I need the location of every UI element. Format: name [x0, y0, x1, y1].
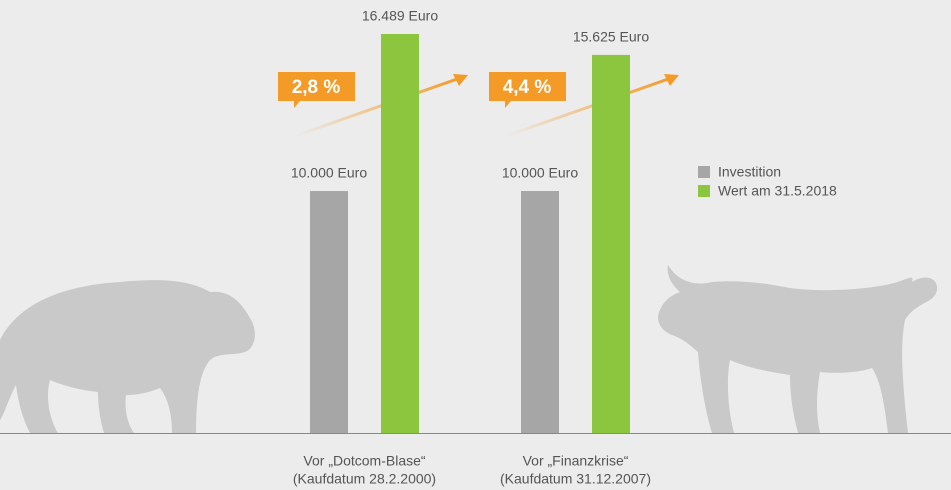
value-label: 10.000 Euro — [502, 165, 578, 181]
x-tick-sublabel: (Kaufdatum 31.12.2007) — [500, 471, 651, 487]
page: {"chart_data": {"type": "bar", "categori… — [0, 0, 951, 490]
x-tick-label: Vor „Finanzkrise“ — [523, 453, 629, 469]
bar — [310, 191, 348, 433]
value-label: 16.489 Euro — [362, 8, 438, 24]
x-tick-label: Vor „Dotcom-Blase“ — [303, 453, 425, 469]
x-tick-sublabel: (Kaufdatum 28.2.2000) — [293, 471, 436, 487]
bar — [592, 55, 630, 433]
bar — [381, 34, 419, 433]
value-label: 10.000 Euro — [291, 165, 367, 181]
annotation-text: 4,4 % — [503, 77, 552, 98]
legend-label: Investition — [718, 164, 781, 180]
annotation-text: 2,8 % — [292, 77, 341, 98]
legend-swatch — [698, 166, 710, 178]
legend-label: Wert am 31.5.2018 — [718, 183, 837, 199]
bear-silhouette — [0, 280, 255, 433]
bull-silhouette — [658, 265, 937, 433]
chart: 2,8 % 4,4 % 10.000 Euro 16.489 Euro Vor „Dot… — [0, 0, 951, 490]
legend-swatch — [698, 185, 710, 197]
value-label: 15.625 Euro — [573, 29, 649, 45]
bar — [521, 191, 559, 433]
